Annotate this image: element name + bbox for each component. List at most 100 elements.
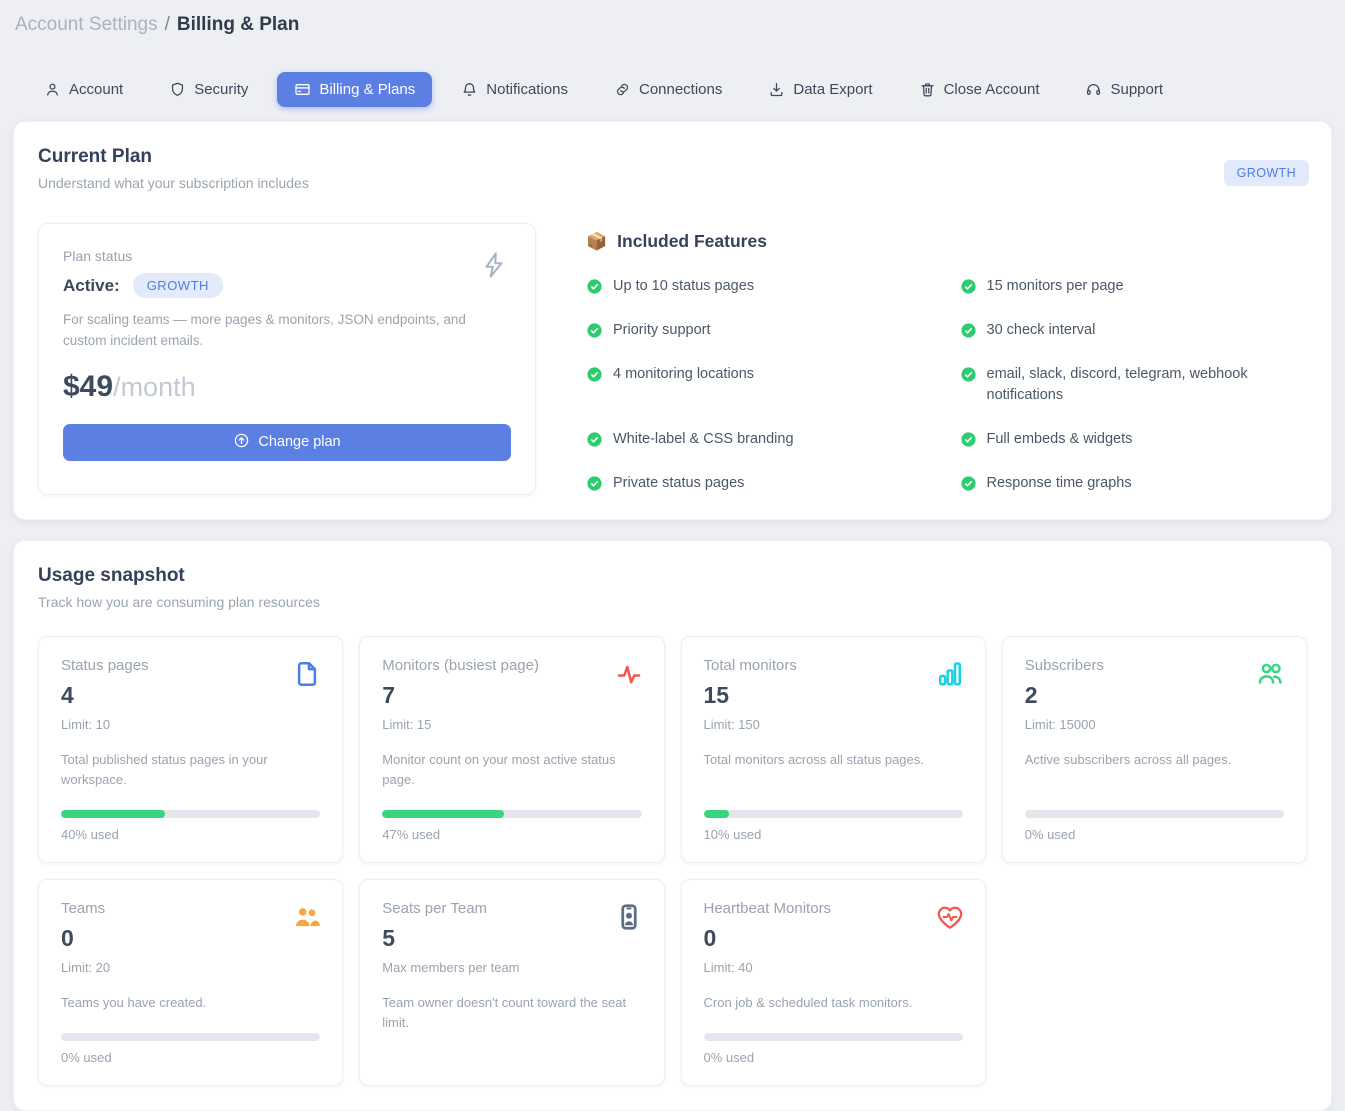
usage-card-value: 4 <box>61 681 74 708</box>
progress-track <box>382 809 642 818</box>
usage-card-description: Active subscribers across all pages. <box>1024 751 1232 767</box>
usage-card-subscribers: Subscribers 2 Limit: 15000 Active subscribe… <box>1001 635 1307 863</box>
plan-row: Plan status Active: GROWTH For scaling t… <box>38 223 1307 495</box>
close-account-icon <box>919 81 936 98</box>
plan-status-card: Plan status Active: GROWTH For scaling t… <box>38 223 536 495</box>
tab-label: Close Account <box>943 81 1040 98</box>
feature-label: Priority support <box>613 321 711 338</box>
price-period: /month <box>113 371 196 402</box>
plan-description: For scaling teams — more pages & monitor… <box>63 312 466 348</box>
feature-label: Private status pages <box>613 474 745 491</box>
change-plan-label: Change plan <box>258 434 341 451</box>
usage-card-total-monitors: Total monitors 15 Limit: 150 Total monitors… <box>680 635 986 863</box>
billing-plans-icon <box>294 81 311 98</box>
tab-data-export[interactable]: Data Export <box>751 72 889 107</box>
usage-card-limit: Limit: 20 <box>61 959 111 975</box>
tab-account[interactable]: Account <box>27 72 140 107</box>
tab-connections[interactable]: Connections <box>597 72 739 107</box>
progress-track <box>61 1032 321 1041</box>
progress-fill <box>703 809 730 818</box>
progress-track <box>703 1032 963 1041</box>
usage-card-limit: Limit: 40 <box>703 959 753 975</box>
usage-card-title: Heartbeat Monitors <box>703 899 832 917</box>
usage-card-status-pages: Status pages 4 Limit: 10 Total published st… <box>38 635 344 863</box>
file-icon <box>292 659 322 689</box>
feature-label: Up to 10 status pages <box>613 278 755 294</box>
feature-label: Response time graphs <box>986 474 1132 491</box>
account-icon <box>44 81 61 98</box>
breadcrumb: Account Settings / Billing & Plan <box>13 10 1332 36</box>
bar-chart-icon <box>935 659 965 689</box>
usage-card-value: 7 <box>382 681 396 708</box>
tab-label: Support <box>1110 81 1164 98</box>
usage-snapshot-section: Usage snapshot Track how you are consumi… <box>13 539 1332 1111</box>
usage-card-description: Teams you have created. <box>61 994 207 1010</box>
usage-card-title: Status pages <box>61 656 149 674</box>
feature-item: Response time graphs <box>960 473 1308 495</box>
usage-card-value: 2 <box>1024 681 1038 708</box>
id-badge-icon <box>614 902 644 932</box>
usage-used-label: 47% used <box>382 826 441 842</box>
usage-card-limit: Limit: 150 <box>703 716 760 732</box>
tab-close-account[interactable]: Close Account <box>902 72 1057 107</box>
feature-item: White-label & CSS branding <box>586 429 934 451</box>
feature-item: Full embeds & widgets <box>960 429 1308 451</box>
settings-tabs: Account Security Billing & Plans Notificati… <box>13 72 1332 107</box>
usage-card-title: Subscribers <box>1024 656 1104 674</box>
tab-security[interactable]: Security <box>152 72 265 107</box>
check-circle-icon <box>586 322 603 339</box>
plan-badge: GROWTH <box>132 273 223 298</box>
usage-used-label: 0% used <box>1024 826 1076 842</box>
progress-track <box>1024 809 1284 818</box>
tab-support[interactable]: Support <box>1068 72 1180 107</box>
usage-card-limit: Max members per team <box>382 959 520 975</box>
feature-item: email, slack, discord, telegram, webhook… <box>960 364 1308 408</box>
check-circle-icon <box>586 475 603 492</box>
check-circle-icon <box>960 431 977 448</box>
tab-notifications[interactable]: Notifications <box>444 72 585 107</box>
feature-item: 30 check interval <box>960 320 1308 342</box>
feature-label: Full embeds & widgets <box>986 431 1133 447</box>
progress-fill <box>382 809 505 818</box>
usage-progress: 47% used <box>382 790 642 842</box>
progress-track <box>703 809 963 818</box>
usage-progress: 10% used <box>703 790 963 842</box>
feature-item: Private status pages <box>586 473 934 495</box>
current-plan-title: Current Plan <box>38 146 153 167</box>
tab-billing-plans[interactable]: Billing & Plans <box>277 72 433 107</box>
usage-card-value: 0 <box>61 924 74 951</box>
plan-active-row: Active: GROWTH <box>63 273 511 298</box>
feature-label: 4 monitoring locations <box>613 365 755 382</box>
page-title: Billing & Plan <box>176 14 300 35</box>
usage-card-value: 0 <box>703 924 717 951</box>
usage-progress: 40% used <box>61 790 321 842</box>
feature-item: Up to 10 status pages <box>586 276 934 298</box>
tab-label: Data Export <box>793 81 873 98</box>
feature-label: White-label & CSS branding <box>613 431 794 447</box>
usage-card-seats-per-team: Seats per Team 5 Max members per team Team … <box>359 878 665 1086</box>
change-plan-button[interactable]: Change plan <box>63 423 511 461</box>
tab-label: Connections <box>638 81 723 98</box>
plan-price: $49/month <box>63 370 511 404</box>
usage-subtitle: Track how you are consuming plan resourc… <box>38 593 320 610</box>
data-export-icon <box>768 81 785 98</box>
usage-used-label: 0% used <box>61 1049 112 1065</box>
tab-label: Security <box>194 81 249 98</box>
plan-active-text: Active: <box>63 275 120 295</box>
users-outline-icon <box>1256 659 1286 689</box>
users-filled-icon <box>292 902 322 932</box>
usage-title: Usage snapshot <box>38 564 185 586</box>
usage-progress: 0% used <box>703 1013 963 1065</box>
usage-card-title: Seats per Team <box>382 899 488 917</box>
breadcrumb-section[interactable]: Account Settings <box>15 14 158 35</box>
usage-card-description: Total monitors across all status pages. <box>703 751 924 767</box>
usage-card-title: Total monitors <box>703 656 797 674</box>
security-icon <box>169 81 186 98</box>
included-features-text: Included Features <box>617 231 767 251</box>
plan-corner-badge: GROWTH <box>1223 160 1309 186</box>
tab-label: Billing & Plans <box>319 81 416 98</box>
current-plan-subtitle: Understand what your subscription includ… <box>38 175 309 191</box>
usage-progress: 0% used <box>61 1013 321 1065</box>
usage-card-value: 5 <box>382 924 396 951</box>
